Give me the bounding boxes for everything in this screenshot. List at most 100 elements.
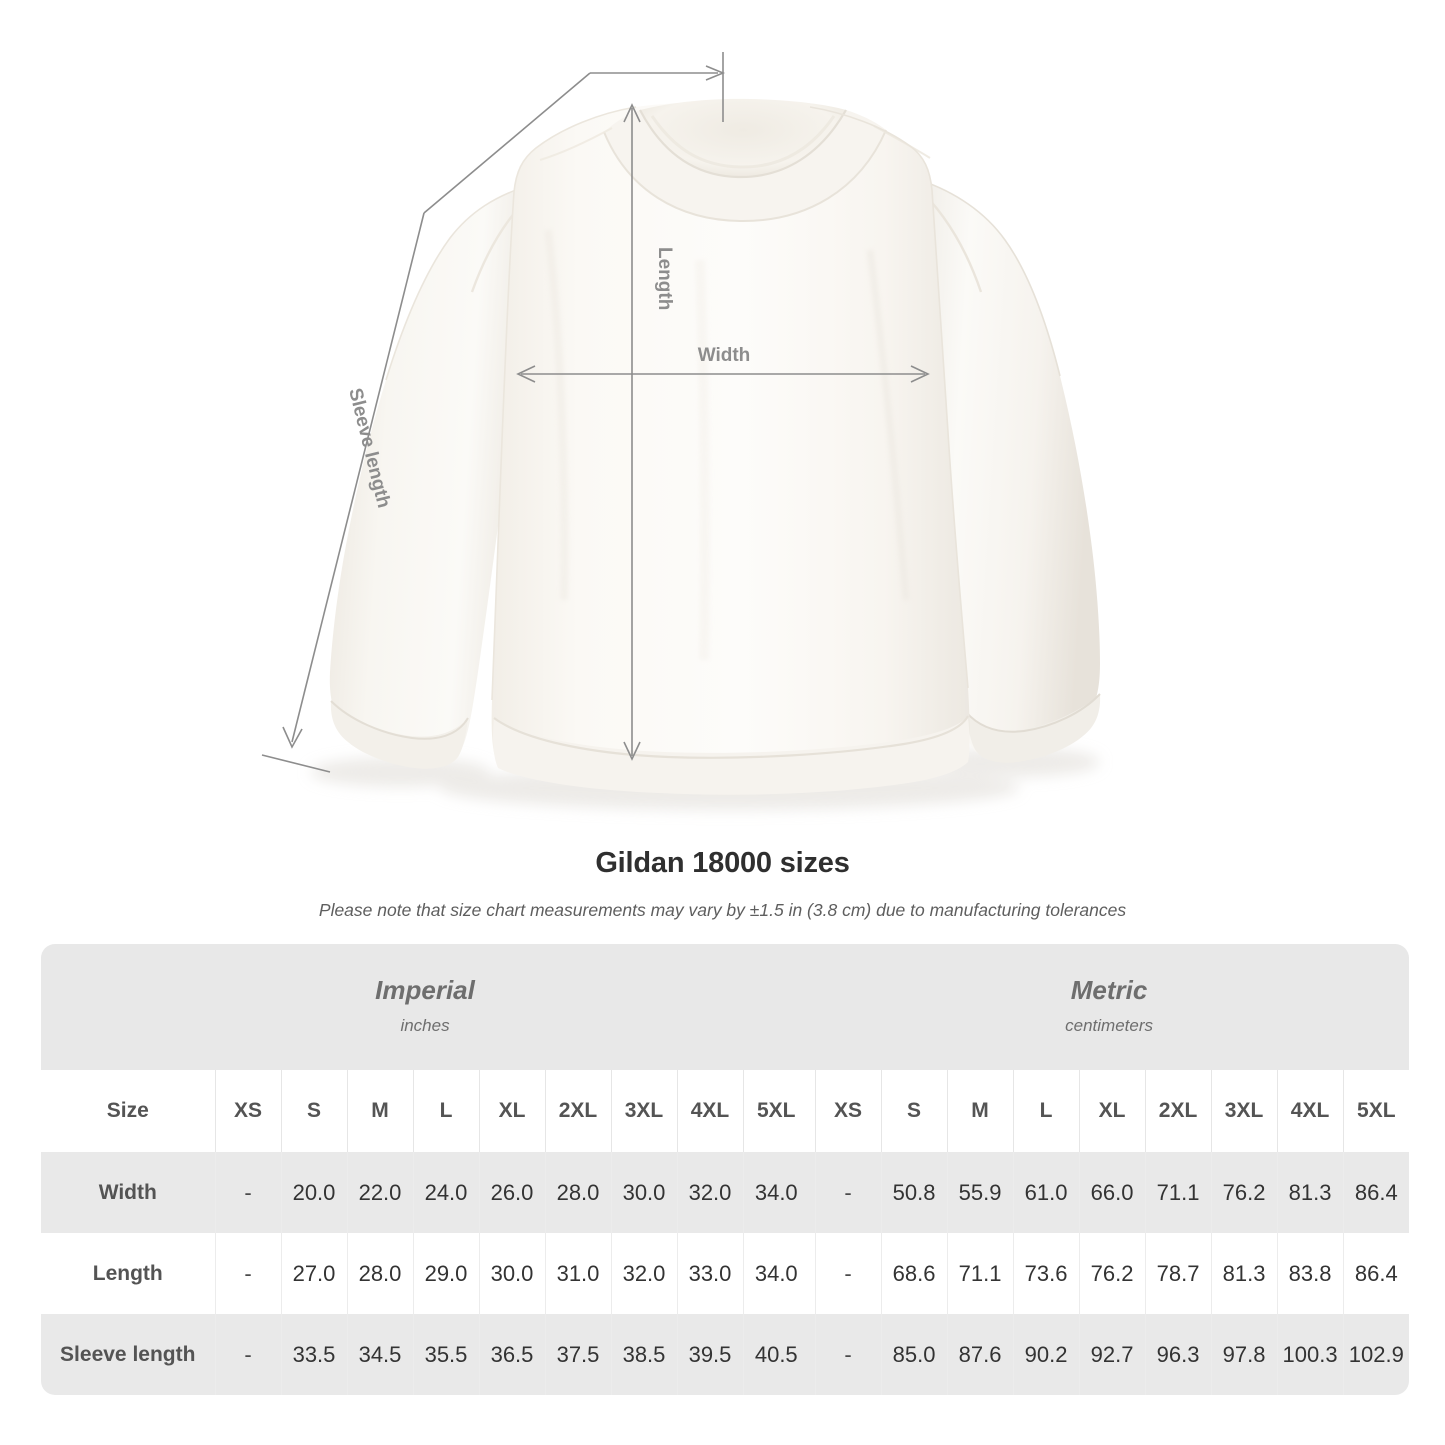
- size-header-metric-xl: XL: [1078, 1070, 1146, 1152]
- size-header-row: Size XS S M L XL 2XL 3XL 4XL 5XL XS S M L XL 2XL 3XL 4XL 5…: [41, 1070, 1410, 1152]
- cell-imperial-l: 29.0: [412, 1233, 479, 1314]
- cell-imperial-5xl: 40.5: [742, 1314, 810, 1395]
- row-label-length: Length: [41, 1233, 215, 1314]
- cell-metric-s: 50.8: [880, 1152, 948, 1233]
- sleeve-length-dimension-line: [261, 52, 726, 773]
- cell-imperial-s: 20.0: [280, 1152, 347, 1233]
- cell-imperial-m: 28.0: [346, 1233, 413, 1314]
- garment-body: [491, 98, 970, 795]
- cell-metric-5xl: 102.9: [1342, 1314, 1410, 1395]
- unit-separator: [809, 1314, 816, 1395]
- cell-imperial-3xl: 30.0: [610, 1152, 677, 1233]
- size-chart-table-wrap: Imperial inches Metric centimeters Size XS S M L…: [41, 944, 1410, 1395]
- cell-metric-5xl: 86.4: [1342, 1233, 1410, 1314]
- size-header-metric-xs: XS: [814, 1070, 882, 1152]
- cell-imperial-l: 24.0: [412, 1152, 479, 1233]
- size-header-imperial-2xl: 2XL: [544, 1070, 611, 1152]
- size-header-metric-s: S: [880, 1070, 948, 1152]
- cell-metric-s: 85.0: [880, 1314, 948, 1395]
- cell-metric-xs: -: [814, 1152, 882, 1233]
- cell-metric-2xl: 78.7: [1144, 1233, 1212, 1314]
- table-row: Width -20.0 22.0 24.0 26.0 28.0 30.0 32.0 34.0-5…: [41, 1152, 1410, 1233]
- cell-imperial-m: 22.0: [346, 1152, 413, 1233]
- unit-subtitle: inches: [400, 1016, 450, 1035]
- unit-banner-row: Imperial inches Metric centimeters: [41, 944, 1410, 1070]
- cell-imperial-s: 27.0: [280, 1233, 347, 1314]
- cell-metric-2xl: 96.3: [1144, 1314, 1212, 1395]
- cell-imperial-3xl: 38.5: [610, 1314, 677, 1395]
- row-label-sleeve-length: Sleeve length: [41, 1314, 215, 1395]
- cell-metric-l: 61.0: [1012, 1152, 1080, 1233]
- size-column-header: Size: [41, 1070, 215, 1152]
- cell-metric-s: 68.6: [880, 1233, 948, 1314]
- cell-imperial-xs: -: [214, 1152, 281, 1233]
- row-label-width: Width: [41, 1152, 215, 1233]
- cell-metric-5xl: 86.4: [1342, 1152, 1410, 1233]
- cell-metric-4xl: 83.8: [1276, 1233, 1344, 1314]
- garment-svg: Length Width Sleeve length: [261, 52, 1101, 810]
- cell-imperial-5xl: 34.0: [742, 1233, 810, 1314]
- width-label: Width: [698, 345, 751, 366]
- cell-imperial-4xl: 39.5: [676, 1314, 743, 1395]
- cell-imperial-2xl: 37.5: [544, 1314, 611, 1395]
- size-header-imperial-s: S: [280, 1070, 347, 1152]
- tolerance-note: Please note that size chart measurements…: [318, 900, 1127, 920]
- unit-subtitle: centimeters: [1065, 1016, 1153, 1035]
- cell-imperial-2xl: 28.0: [544, 1152, 611, 1233]
- cell-metric-xs: -: [814, 1314, 882, 1395]
- size-header-metric-l: L: [1012, 1070, 1080, 1152]
- cell-imperial-xl: 36.5: [478, 1314, 545, 1395]
- cell-metric-2xl: 71.1: [1144, 1152, 1212, 1233]
- cell-imperial-2xl: 31.0: [544, 1233, 611, 1314]
- cell-metric-l: 73.6: [1012, 1233, 1080, 1314]
- unit-name: Imperial: [375, 975, 475, 1005]
- cell-metric-3xl: 97.8: [1210, 1314, 1278, 1395]
- unit-separator: [809, 1233, 816, 1314]
- cell-imperial-5xl: 34.0: [742, 1152, 810, 1233]
- unit-separator: [809, 1070, 816, 1152]
- cell-imperial-4xl: 33.0: [676, 1233, 743, 1314]
- measurement-annotations: [261, 52, 930, 773]
- garment-illustration: Length Width Sleeve length: [261, 52, 1101, 810]
- cell-imperial-xl: 26.0: [478, 1152, 545, 1233]
- unit-separator: [809, 1152, 816, 1233]
- cell-imperial-xs: -: [214, 1233, 281, 1314]
- size-header-imperial-xs: XS: [214, 1070, 281, 1152]
- width-dimension-line: [516, 365, 930, 383]
- title-block: Gildan 18000 sizes Please note that size…: [0, 845, 1445, 921]
- table-row: Length -27.0 28.0 29.0 30.0 31.0 32.0 33.0 34.0-…: [41, 1233, 1410, 1314]
- cell-metric-xl: 76.2: [1078, 1233, 1146, 1314]
- size-header-metric-3xl: 3XL: [1210, 1070, 1278, 1152]
- length-dimension-line: [623, 103, 641, 761]
- unit-banner-imperial: Imperial inches: [41, 944, 810, 1070]
- cell-metric-m: 55.9: [946, 1152, 1014, 1233]
- size-header-imperial-4xl: 4XL: [676, 1070, 743, 1152]
- cell-imperial-xl: 30.0: [478, 1233, 545, 1314]
- cell-metric-m: 71.1: [946, 1233, 1014, 1314]
- size-header-metric-4xl: 4XL: [1276, 1070, 1344, 1152]
- size-header-imperial-xl: XL: [478, 1070, 545, 1152]
- unit-name: Metric: [1070, 975, 1148, 1005]
- table-row: Sleeve length - 33.5 34.5 35.5 36.5 37.5 38.5 39…: [41, 1314, 1410, 1395]
- cell-imperial-4xl: 32.0: [676, 1152, 743, 1233]
- cell-imperial-m: 34.5: [346, 1314, 413, 1395]
- size-header-imperial-m: M: [346, 1070, 413, 1152]
- cell-metric-3xl: 81.3: [1210, 1233, 1278, 1314]
- cell-metric-l: 90.2: [1012, 1314, 1080, 1395]
- cell-metric-4xl: 81.3: [1276, 1152, 1344, 1233]
- page-title: Gildan 18000 sizes: [595, 847, 850, 879]
- left-sleeve: [329, 184, 537, 769]
- cell-imperial-l: 35.5: [412, 1314, 479, 1395]
- cell-metric-m: 87.6: [946, 1314, 1014, 1395]
- cell-metric-3xl: 76.2: [1210, 1152, 1278, 1233]
- cell-metric-xs: -: [814, 1233, 882, 1314]
- size-header-metric-2xl: 2XL: [1144, 1070, 1212, 1152]
- cell-metric-xl: 92.7: [1078, 1314, 1146, 1395]
- cell-imperial-3xl: 32.0: [610, 1233, 677, 1314]
- size-header-metric-m: M: [946, 1070, 1014, 1152]
- unit-banner-metric: Metric centimeters: [809, 944, 1410, 1070]
- size-header-imperial-5xl: 5XL: [742, 1070, 810, 1152]
- cell-metric-4xl: 100.3: [1276, 1314, 1344, 1395]
- size-chart-table: Imperial inches Metric centimeters Size XS S M L…: [41, 944, 1410, 1395]
- cell-imperial-s: 33.5: [280, 1314, 347, 1395]
